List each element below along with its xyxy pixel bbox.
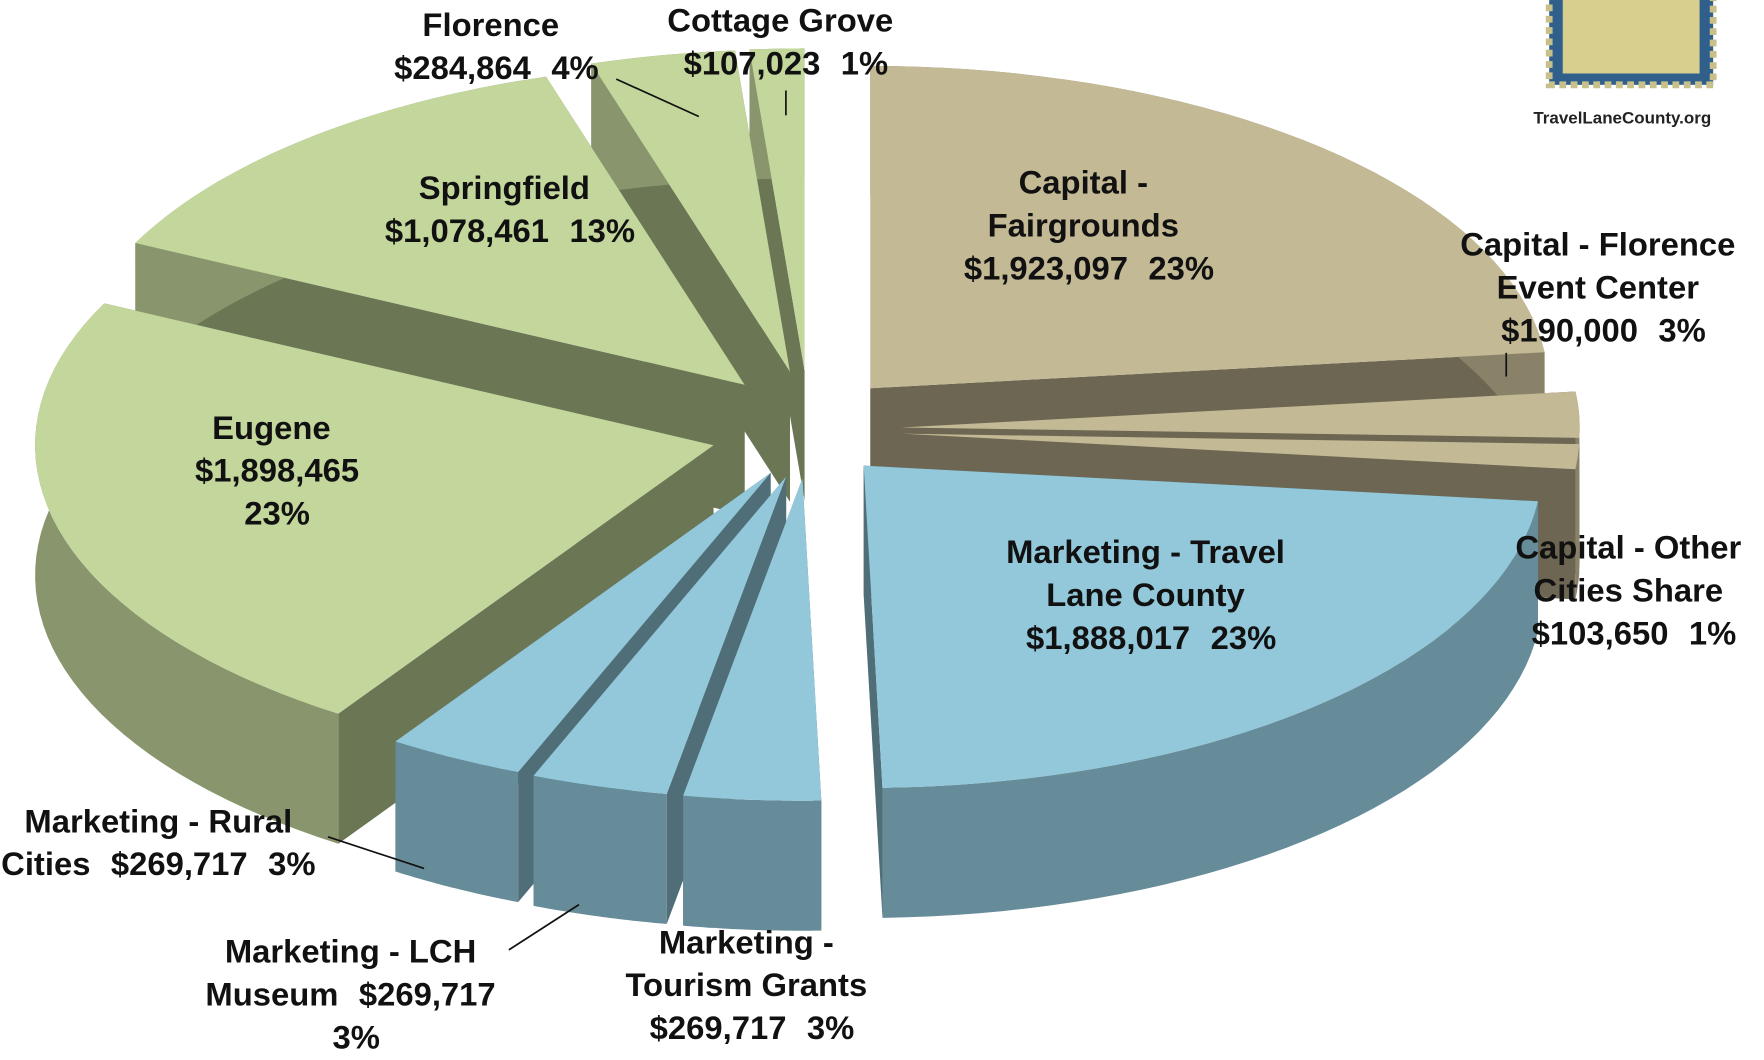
label-percent: 3% (1658, 313, 1706, 350)
label-percent: 3% (332, 1019, 380, 1057)
slice-label: Eugene $1,898,465 23% (170, 407, 374, 536)
slice-side (533, 775, 667, 924)
slice (591, 50, 790, 372)
label-percent: 1% (840, 46, 889, 83)
label-value: $269,717 (358, 977, 496, 1014)
leader-line (327, 835, 425, 870)
label-name: Marketing - Rural Cities (1, 803, 293, 884)
slice (901, 391, 1580, 438)
label-percent: 23% (1148, 251, 1215, 288)
label-value: $1,078,461 (384, 213, 550, 250)
slice-label: Capital - Other Cities Share $103,650 1% (1487, 527, 1764, 656)
label-percent: 13% (569, 213, 636, 250)
slice-side (35, 303, 339, 844)
slice-label: Capital - Fairgrounds $1,923,097 23% (931, 162, 1236, 291)
slice-label: Springfield $1,078,461 13% (352, 167, 657, 253)
label-name: Capital - Other Cities Share (1515, 530, 1742, 610)
slice-label: Marketing - LCH Museum $269,717 3% (181, 931, 520, 1060)
logo (1545, 0, 1717, 89)
label-value: $284,864 (394, 50, 531, 88)
label-name: Capital - Florence Event Center (1460, 227, 1736, 307)
slice (135, 76, 745, 385)
label-name: Eugene (212, 410, 331, 447)
slice (683, 478, 822, 931)
label-name: Cottage Grove (667, 3, 894, 40)
label-name: Capital - Fairgrounds (987, 165, 1179, 245)
slice-side (683, 795, 822, 931)
website: TravelLaneCounty.org (1533, 108, 1712, 128)
slice-label: Florence $284,864 4% (355, 5, 626, 91)
label-value: $107,023 (683, 46, 821, 83)
label-name: Marketing - Tourism Grants (625, 924, 868, 1005)
slice (749, 48, 805, 371)
label-value: $269,717 (110, 846, 248, 884)
label-percent: 1% (1688, 616, 1737, 653)
slice (683, 478, 822, 801)
slice-label: Cottage Grove $107,023 1% (645, 0, 916, 86)
slice-side (1575, 444, 1580, 600)
label-value: $1,898,465 (194, 453, 360, 490)
slice-side (395, 741, 519, 903)
leader-line (615, 78, 700, 118)
label-percent: 3% (268, 846, 316, 884)
slice (749, 48, 805, 501)
slice (35, 303, 714, 714)
label-percent: 4% (551, 50, 599, 88)
slice (395, 472, 771, 773)
slice (863, 465, 1539, 788)
slice (863, 465, 1539, 918)
label-value: $103,650 (1531, 616, 1669, 653)
label-name: Springfield (418, 170, 590, 207)
label-name: Marketing - Travel Lane County (1006, 534, 1285, 615)
slice-label: Marketing - Rural Cities $269,717 3% (0, 801, 322, 887)
label-name: Marketing - LCH Museum (205, 934, 477, 1014)
label-value: $269,717 (649, 1010, 787, 1048)
slice (870, 65, 1545, 389)
slice-side (863, 465, 883, 918)
label-value: $1,923,097 (963, 251, 1128, 288)
label-value: $190,000 (1501, 313, 1638, 350)
label-percent: 23% (244, 496, 310, 533)
slice (901, 433, 1580, 470)
leader-line (508, 903, 580, 951)
slice-label: Marketing - Tourism Grants $269,717 3% (599, 922, 893, 1051)
label-name: Florence (422, 7, 560, 45)
label-percent: 23% (1210, 620, 1277, 657)
slice-label: Capital - Florence Event Center $190,000… (1428, 224, 1764, 353)
slice-side (882, 501, 1539, 918)
slice (533, 476, 787, 794)
label-value: $1,888,017 (1026, 620, 1191, 657)
slice-label: Marketing - Travel Lane County $1,888,01… (976, 531, 1315, 660)
label-percent: 3% (806, 1010, 855, 1048)
